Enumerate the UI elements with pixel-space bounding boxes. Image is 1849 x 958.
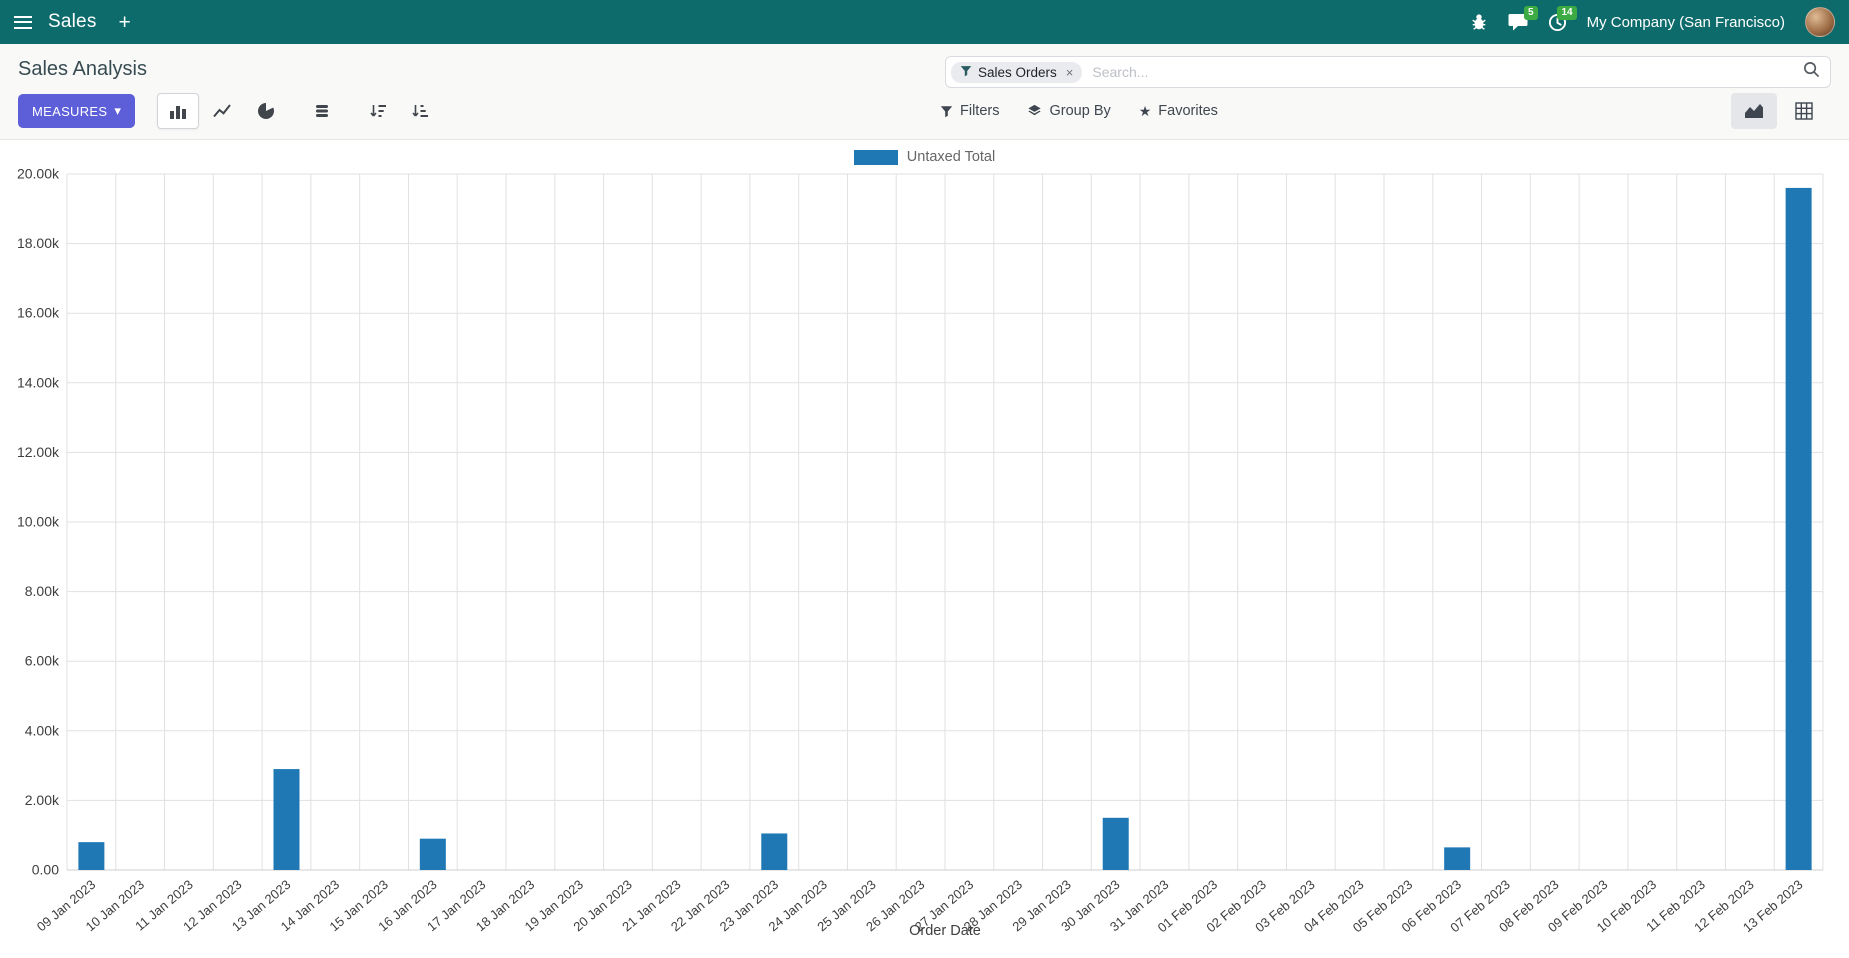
- chart-bar[interactable]: [761, 833, 788, 870]
- page-title: Sales Analysis: [18, 58, 147, 80]
- chart-bar[interactable]: [273, 769, 300, 870]
- graph-view-button[interactable]: [1731, 93, 1777, 129]
- legend-swatch: [853, 149, 898, 165]
- app-name[interactable]: Sales: [48, 11, 97, 32]
- messages-badge: 5: [1524, 6, 1538, 20]
- chart-type-group: [157, 93, 287, 129]
- search-bar[interactable]: Sales Orders ×: [945, 56, 1831, 88]
- chart-legend[interactable]: Untaxed Total: [0, 140, 1849, 165]
- stacked-toggle-button[interactable]: [301, 93, 343, 129]
- chevron-down-icon: ▾: [114, 103, 122, 118]
- filters-label: Filters: [960, 103, 1000, 119]
- facet-remove-icon[interactable]: ×: [1065, 64, 1074, 80]
- search-magnifier-icon[interactable]: [1803, 61, 1820, 83]
- chart-bar[interactable]: [1785, 187, 1812, 871]
- star-icon: ★: [1138, 103, 1152, 119]
- favorites-label: Favorites: [1158, 103, 1218, 119]
- sort-descending-button[interactable]: [357, 93, 399, 129]
- hamburger-menu-icon[interactable]: [14, 15, 32, 29]
- group-by-button[interactable]: Group By: [1027, 103, 1111, 119]
- plus-icon[interactable]: +: [118, 10, 131, 34]
- y-tick-label: 14.00k: [17, 374, 60, 390]
- group-by-label: Group By: [1049, 103, 1111, 119]
- search-input[interactable]: [1090, 63, 1795, 81]
- control-panel: Sales Analysis Sales Orders × MEASURES ▾: [0, 44, 1849, 140]
- filter-funnel-icon: [940, 105, 953, 117]
- sort-ascending-button[interactable]: [399, 93, 441, 129]
- bug-icon[interactable]: [1470, 13, 1488, 31]
- chart-bar[interactable]: [78, 842, 105, 870]
- y-tick-label: 0.00: [32, 862, 59, 878]
- y-tick-label: 16.00k: [17, 305, 60, 321]
- y-tick-label: 6.00k: [25, 653, 60, 669]
- favorites-button[interactable]: ★ Favorites: [1139, 103, 1218, 119]
- messages-icon[interactable]: 5: [1508, 6, 1538, 31]
- y-tick-label: 12.00k: [17, 444, 60, 460]
- layers-icon: [1028, 104, 1042, 116]
- y-tick-label: 18.00k: [17, 235, 60, 251]
- line-chart-button[interactable]: [201, 93, 243, 129]
- sales-analysis-bar-chart: 0.00 2.00k 4.00k 6.00k 8.00k 10.00k 12.00k 14.0…: [17, 166, 1824, 939]
- chart-area: Untaxed Total 0.00 2.00k 4.00k 6.00k 8.00k 10…: [0, 140, 1849, 949]
- user-avatar[interactable]: [1805, 7, 1835, 37]
- company-switcher[interactable]: My Company (San Francisco): [1586, 13, 1785, 31]
- x-axis-title: Order Date: [909, 923, 981, 939]
- bar-chart-button[interactable]: [157, 93, 200, 129]
- facet-filter-icon: [960, 65, 972, 80]
- measures-button[interactable]: MEASURES ▾: [18, 94, 136, 128]
- filters-button[interactable]: Filters: [940, 103, 999, 119]
- chart-bar[interactable]: [419, 838, 446, 870]
- facet-label: Sales Orders: [978, 64, 1057, 80]
- pie-chart-button[interactable]: [245, 93, 287, 129]
- chart-bar[interactable]: [1102, 817, 1129, 870]
- pivot-view-button[interactable]: [1781, 93, 1827, 129]
- y-tick-label: 2.00k: [25, 792, 60, 808]
- legend-label: Untaxed Total: [906, 149, 996, 165]
- y-tick-label: 10.00k: [17, 514, 60, 530]
- y-tick-label: 8.00k: [25, 583, 60, 599]
- activities-badge: 14: [1557, 5, 1577, 20]
- y-tick-label: 4.00k: [25, 722, 60, 738]
- y-tick-label: 20.00k: [17, 166, 60, 182]
- search-facet-sales-orders[interactable]: Sales Orders ×: [951, 61, 1083, 83]
- pivot-grid-icon: [1795, 102, 1813, 120]
- area-chart-icon: [1745, 104, 1763, 118]
- measures-label: MEASURES: [32, 103, 108, 119]
- chart-bar[interactable]: [1444, 847, 1471, 870]
- top-navbar: Sales + 5 14 My Company (San Francisco): [0, 0, 1849, 44]
- activities-clock-icon[interactable]: 14: [1548, 5, 1577, 32]
